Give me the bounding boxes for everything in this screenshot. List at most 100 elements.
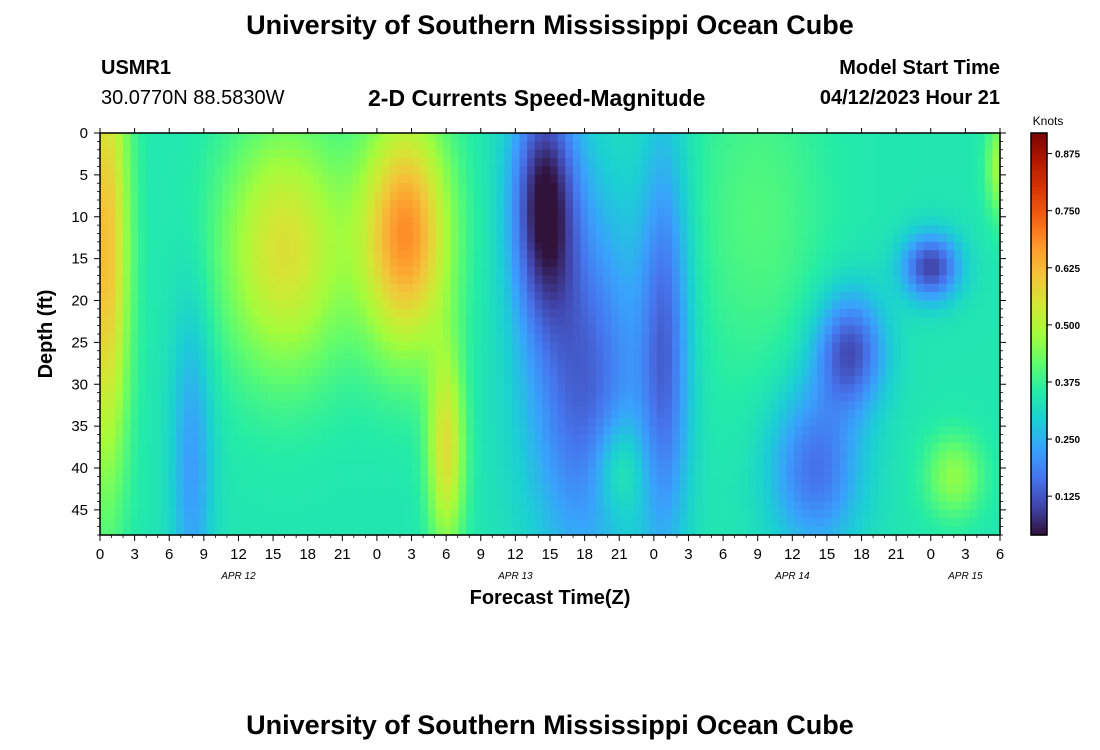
heatmap-cell <box>588 141 597 151</box>
heatmap-cell <box>755 241 765 251</box>
heatmap-cell <box>633 468 643 477</box>
heatmap-cell <box>809 241 818 251</box>
heatmap-cell <box>260 241 269 251</box>
heatmap-cell <box>267 283 277 293</box>
heatmap-cell <box>260 317 269 327</box>
heatmap-cell <box>389 133 399 142</box>
heatmap-cell <box>305 267 315 276</box>
heatmap-cell <box>740 308 749 318</box>
heatmap-cell <box>679 342 688 352</box>
heatmap-cell <box>344 283 353 293</box>
heatmap-cell <box>588 149 597 159</box>
heatmap-cell <box>816 141 826 151</box>
heatmap-cell <box>206 250 216 260</box>
heatmap-cell <box>359 434 368 444</box>
heatmap-cell <box>794 216 803 226</box>
heatmap-cell <box>168 183 177 193</box>
heatmap-cell <box>672 476 681 486</box>
heatmap-cell <box>572 409 582 419</box>
heatmap-cell <box>344 468 353 477</box>
heatmap-cell <box>313 342 322 352</box>
heatmap-cell <box>565 342 574 352</box>
heatmap-cell <box>771 401 780 410</box>
heatmap-cell <box>145 409 154 419</box>
heatmap-cell <box>961 225 971 235</box>
heatmap-cell <box>557 149 566 159</box>
heatmap-cell <box>206 442 216 452</box>
heatmap-cell <box>115 158 124 168</box>
heatmap-cell <box>946 476 955 486</box>
heatmap-cell <box>336 476 345 486</box>
heatmap-cell <box>557 174 566 184</box>
heatmap-cell <box>519 468 528 477</box>
heatmap-cell <box>847 468 856 477</box>
heatmap-cell <box>931 325 940 335</box>
heatmap-cell <box>923 292 932 302</box>
heatmap-cell <box>923 258 932 268</box>
heatmap-cell <box>755 225 765 235</box>
heatmap-cell <box>786 258 795 268</box>
heatmap-cell <box>588 258 597 268</box>
heatmap-cell <box>786 141 795 151</box>
heatmap-cell <box>977 183 986 193</box>
heatmap-cell <box>885 459 894 469</box>
heatmap-cell <box>588 409 597 419</box>
heatmap-cell <box>107 141 116 151</box>
heatmap-cell <box>984 250 993 260</box>
heatmap-cell <box>313 191 322 201</box>
heatmap-cell <box>298 426 307 436</box>
heatmap-cell <box>649 225 658 235</box>
heatmap-cell <box>267 149 277 159</box>
heatmap-cell <box>618 225 627 235</box>
heatmap-cell <box>283 158 292 168</box>
heatmap-cell <box>748 183 757 193</box>
heatmap-cell <box>206 451 216 461</box>
heatmap-cell <box>176 384 185 394</box>
heatmap-cell <box>466 359 475 369</box>
heatmap-cell <box>542 417 551 427</box>
heatmap-cell <box>275 200 284 209</box>
heatmap-cell <box>222 300 231 310</box>
heatmap-cell <box>199 359 208 369</box>
heatmap-cell <box>588 317 597 327</box>
heatmap-cell <box>130 225 139 235</box>
heatmap-cell <box>222 241 231 251</box>
heatmap-cell <box>435 342 444 352</box>
heatmap-cell <box>595 459 604 469</box>
heatmap-cell <box>168 442 177 452</box>
heatmap-cell <box>351 401 360 410</box>
heatmap-cell <box>412 141 421 151</box>
heatmap-cell <box>199 174 208 184</box>
heatmap-cell <box>130 417 139 427</box>
heatmap-cell <box>527 434 536 444</box>
heatmap-cell <box>138 417 147 427</box>
heatmap-cell <box>206 459 216 469</box>
heatmap-cell <box>794 426 803 436</box>
heatmap-cell <box>161 267 170 276</box>
heatmap-cell <box>885 208 894 218</box>
heatmap-cell <box>900 250 910 260</box>
heatmap-cell <box>290 133 299 142</box>
heatmap-cell <box>374 359 383 369</box>
heatmap-cell <box>534 258 543 268</box>
heatmap-cell <box>466 308 475 318</box>
heatmap-cell <box>954 384 963 394</box>
heatmap-cell <box>275 401 284 410</box>
heatmap-cell <box>923 401 932 410</box>
heatmap-cell <box>214 334 223 343</box>
heatmap-cell <box>313 208 322 218</box>
heatmap-cell <box>519 334 528 343</box>
heatmap-cell <box>397 442 406 452</box>
heatmap-cell <box>824 166 833 176</box>
heatmap-cell <box>900 283 910 293</box>
heatmap-cell <box>199 216 208 226</box>
heatmap-cell <box>321 442 330 452</box>
heatmap-cell <box>420 317 429 327</box>
heatmap-cell <box>847 158 856 168</box>
heatmap-cell <box>366 133 376 142</box>
heatmap-cell <box>366 451 376 461</box>
heatmap-cell <box>542 258 551 268</box>
heatmap-cell <box>382 375 391 385</box>
heatmap-cell <box>305 334 315 343</box>
heatmap-cell <box>672 442 681 452</box>
